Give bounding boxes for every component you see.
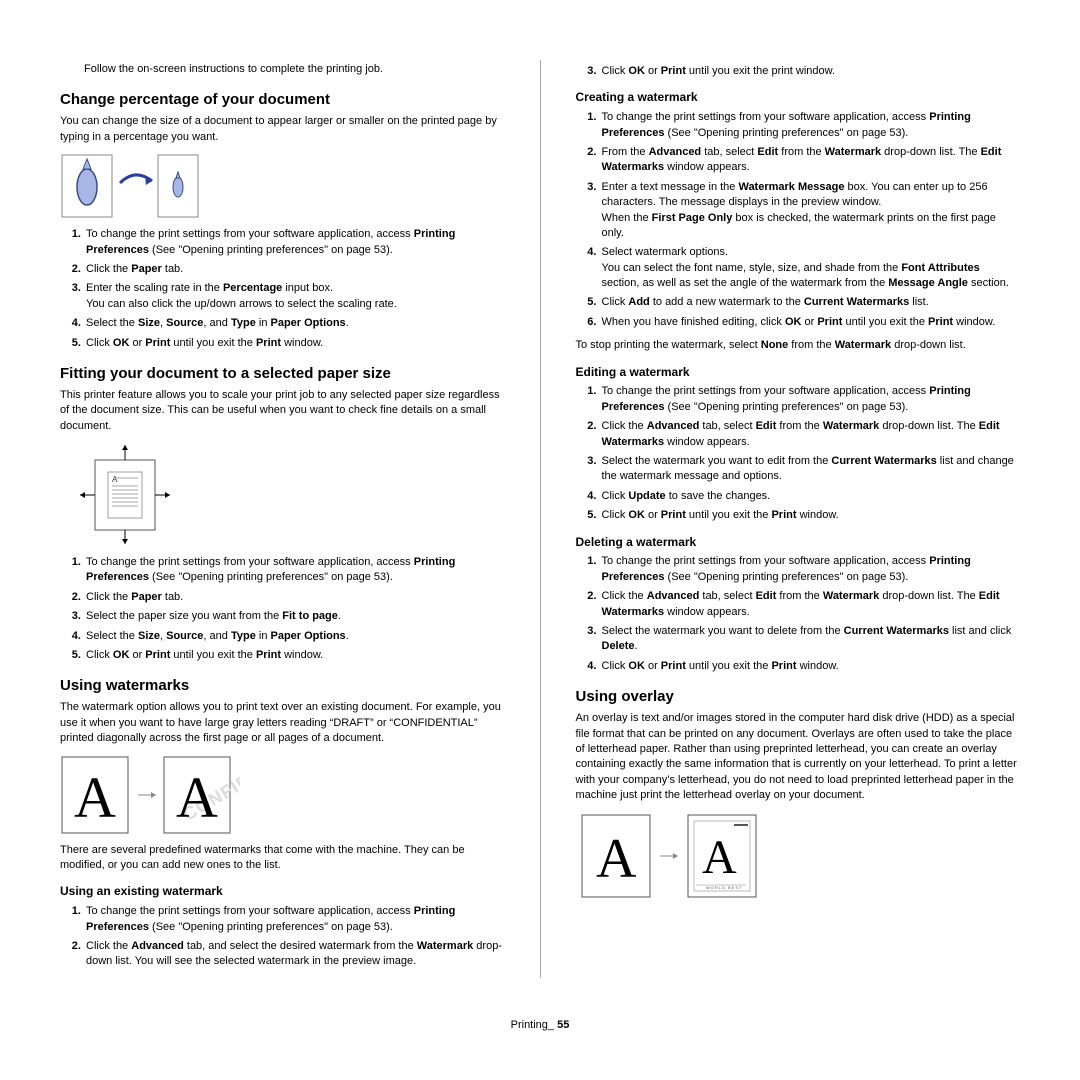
svg-text:A: A xyxy=(112,475,118,484)
list-item: Click OK or Print until you exit the Pri… xyxy=(84,336,505,351)
list-item: Click Update to save the changes. xyxy=(600,489,1021,504)
list-item: Select the watermark you want to edit fr… xyxy=(600,454,1021,485)
list-item: To change the print settings from your s… xyxy=(84,227,505,258)
heading-change-percentage: Change percentage of your document xyxy=(60,89,505,110)
svg-text:WORLD BEST: WORLD BEST xyxy=(706,885,742,890)
list-item: Click the Paper tab. xyxy=(84,262,505,277)
list-item: Select the watermark you want to delete … xyxy=(600,624,1021,655)
page-footer: Printing_ 55 xyxy=(0,1018,1080,1033)
desc-watermarks-2: There are several predefined watermarks … xyxy=(60,843,505,874)
list-item: To change the print settings from your s… xyxy=(600,384,1021,415)
svg-text:A: A xyxy=(74,765,116,830)
list-item: Click the Advanced tab, select Edit from… xyxy=(600,419,1021,450)
list-creating-watermark: To change the print settings from your s… xyxy=(576,110,1021,330)
list-item: Click the Paper tab. xyxy=(84,590,505,605)
list-item: Select watermark options. You can select… xyxy=(600,245,1021,291)
sub-note: You can also click the up/down arrows to… xyxy=(86,297,505,312)
list-item: Click Add to add a new watermark to the … xyxy=(600,295,1021,310)
list-item: Click OK or Print until you exit the Pri… xyxy=(600,659,1021,674)
svg-text:A: A xyxy=(702,831,737,884)
intro-text: Follow the on-screen instructions to com… xyxy=(84,62,505,77)
list-item: Click OK or Print until you exit the Pri… xyxy=(84,648,505,663)
list-item: Click OK or Print until you exit the Pri… xyxy=(600,508,1021,523)
footer-page-number: 55 xyxy=(557,1019,569,1031)
sub-note: When the First Page Only box is checked,… xyxy=(602,211,1021,242)
left-column: Follow the on-screen instructions to com… xyxy=(60,60,505,978)
list-change-percentage: To change the print settings from your s… xyxy=(60,227,505,351)
column-divider xyxy=(540,60,541,978)
heading-watermarks: Using watermarks xyxy=(60,675,505,696)
list-item: Click OK or Print until you exit the pri… xyxy=(600,64,1021,79)
illustration-scale-carrot xyxy=(60,153,505,219)
subheading-creating-watermark: Creating a watermark xyxy=(576,89,1021,106)
list-item: Select the Size, Source, and Type in Pap… xyxy=(84,629,505,644)
svg-text:A: A xyxy=(596,828,637,890)
list-deleting-watermark: To change the print settings from your s… xyxy=(576,554,1021,674)
list-fit-paper: To change the print settings from your s… xyxy=(60,555,505,663)
post-creating-watermark: To stop printing the watermark, select N… xyxy=(576,338,1021,353)
illustration-overlay: A A WORLD BEST xyxy=(576,811,1021,903)
list-item: Select the paper size you want from the … xyxy=(84,609,505,624)
list-item: To change the print settings from your s… xyxy=(84,555,505,586)
list-item: Enter the scaling rate in the Percentage… xyxy=(84,281,505,312)
list-item: Select the Size, Source, and Type in Pap… xyxy=(84,316,505,331)
subheading-existing-watermark: Using an existing watermark xyxy=(60,883,505,900)
list-existing-watermark-cont: Click OK or Print until you exit the pri… xyxy=(576,64,1021,79)
subheading-deleting-watermark: Deleting a watermark xyxy=(576,534,1021,551)
list-item: Click the Advanced tab, and select the d… xyxy=(84,939,505,970)
desc-overlay: An overlay is text and/or images stored … xyxy=(576,711,1021,803)
list-editing-watermark: To change the print settings from your s… xyxy=(576,384,1021,523)
heading-fit-paper: Fitting your document to a selected pape… xyxy=(60,363,505,384)
list-item: From the Advanced tab, select Edit from … xyxy=(600,145,1021,176)
list-item: To change the print settings from your s… xyxy=(600,110,1021,141)
right-column: Click OK or Print until you exit the pri… xyxy=(576,60,1021,978)
list-item: When you have finished editing, click OK… xyxy=(600,315,1021,330)
sub-note: You can select the font name, style, siz… xyxy=(602,261,1021,292)
list-existing-watermark: To change the print settings from your s… xyxy=(60,904,505,970)
svg-text:A: A xyxy=(176,765,218,830)
desc-watermarks: The watermark option allows you to print… xyxy=(60,700,505,746)
list-item: To change the print settings from your s… xyxy=(600,554,1021,585)
heading-overlay: Using overlay xyxy=(576,686,1021,707)
illustration-watermark: A CONFIDENTIAL A xyxy=(60,755,505,835)
desc-change-percentage: You can change the size of a document to… xyxy=(60,114,505,145)
page: Follow the on-screen instructions to com… xyxy=(0,0,1080,1008)
illustration-fit-page: A xyxy=(60,442,505,547)
list-item: Enter a text message in the Watermark Me… xyxy=(600,180,1021,242)
list-item: Click the Advanced tab, select Edit from… xyxy=(600,589,1021,620)
footer-label: Printing xyxy=(511,1019,548,1031)
subheading-editing-watermark: Editing a watermark xyxy=(576,364,1021,381)
desc-fit-paper: This printer feature allows you to scale… xyxy=(60,388,505,434)
list-item: To change the print settings from your s… xyxy=(84,904,505,935)
